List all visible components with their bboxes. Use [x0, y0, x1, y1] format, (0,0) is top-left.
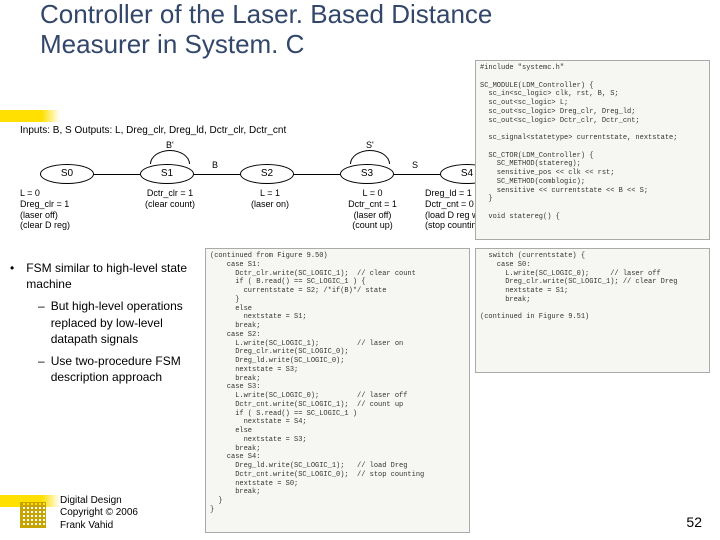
fsm-state-s0: S0: [40, 164, 94, 184]
fsm-edge: [94, 174, 140, 175]
fsm-state-s2: S2: [240, 164, 294, 184]
fsm-state-s3-desc: L = 0 Dctr_cnt = 1 (laser off) (count up…: [330, 188, 415, 231]
footer-line1: Digital Design: [60, 495, 138, 508]
fsm-state-s0-desc: L = 0 Dreg_clr = 1 (laser off) (clear D …: [20, 188, 115, 231]
fsm-edge: [394, 174, 440, 175]
accent-bar-top: [0, 110, 60, 122]
fsm-arc-label: B': [166, 140, 174, 150]
footer-line2: Copyright © 2006: [60, 507, 138, 520]
bullet-list: • FSM similar to high-level state machin…: [10, 260, 200, 385]
fsm-arc-label: B: [212, 160, 218, 170]
bullet-main-text: FSM similar to high-level state machine: [26, 260, 200, 292]
fsm-diagram: B' B S' S S0 L = 0 Dreg_clr = 1 (laser o…: [20, 150, 550, 250]
fsm-edge: [194, 174, 240, 175]
bullet-dot-icon: •: [10, 260, 18, 292]
fsm-arc-label: S': [366, 140, 374, 150]
slide-title: Controller of the Laser. Based Distance …: [40, 0, 570, 60]
fsm-state-s2-desc: L = 1 (laser on): [235, 188, 305, 210]
footer-logo-icon: [20, 502, 46, 528]
bullet-dash-icon: –: [38, 298, 45, 347]
code-block-top-right: #include "systemc.h" SC_MODULE(LDM_Contr…: [475, 60, 710, 240]
fsm-arc: [150, 150, 190, 164]
fsm-arc: [350, 150, 390, 164]
fsm-arc-label: S: [412, 160, 418, 170]
fsm-state-s1: S1: [140, 164, 194, 184]
bullet-sub1-text: But high-level operations replaced by lo…: [51, 298, 200, 347]
fsm-state-s3: S3: [340, 164, 394, 184]
bullet-sub2-text: Use two-procedure FSM description approa…: [51, 353, 200, 385]
fsm-state-s1-desc: Dctr_clr = 1 (clear count): [130, 188, 210, 210]
code-block-bottom-right: switch (currentstate) { case S0: L.write…: [475, 248, 710, 373]
footer-line3: Frank Vahid: [60, 520, 138, 533]
bullet-dash-icon: –: [38, 353, 45, 385]
footer-text: Digital Design Copyright © 2006 Frank Va…: [60, 495, 138, 533]
fsm-edge: [294, 174, 340, 175]
io-signals-label: Inputs: B, S Outputs: L, Dreg_clr, Dreg_…: [20, 125, 286, 136]
page-number: 52: [686, 514, 702, 530]
code-block-middle: (continued from Figure 9.50) case S1: Dc…: [205, 248, 470, 533]
